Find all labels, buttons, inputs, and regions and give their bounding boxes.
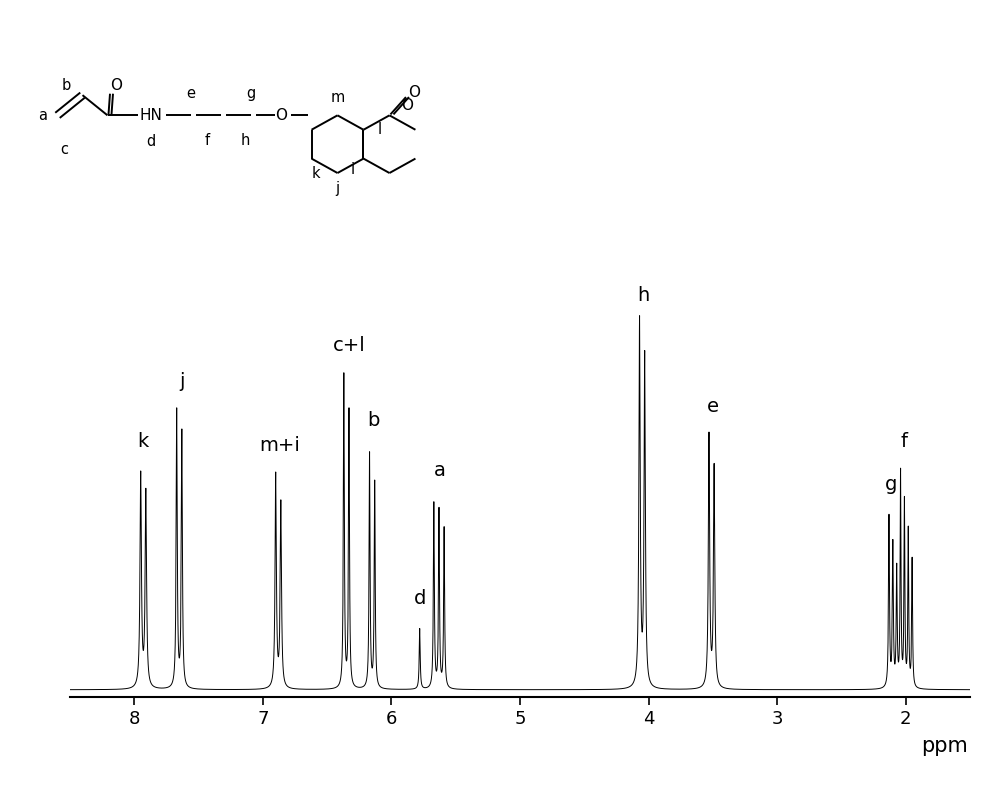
Text: c+l: c+l	[333, 336, 365, 355]
Text: h: h	[240, 133, 250, 148]
Text: O: O	[401, 99, 413, 113]
Text: e: e	[187, 87, 196, 101]
Text: a: a	[434, 461, 446, 480]
Text: i: i	[350, 162, 355, 177]
Text: f: f	[900, 433, 907, 451]
Text: g: g	[885, 475, 897, 494]
Text: m: m	[330, 90, 345, 105]
Text: b: b	[367, 411, 380, 430]
Text: O: O	[110, 78, 122, 93]
Text: O: O	[275, 108, 287, 123]
Text: k: k	[138, 433, 149, 451]
Text: b: b	[61, 78, 71, 93]
Text: d: d	[146, 135, 156, 149]
Text: c: c	[60, 143, 68, 158]
Text: j: j	[179, 372, 185, 391]
Text: j: j	[335, 181, 340, 196]
Text: f: f	[205, 133, 210, 148]
Text: m+i: m+i	[259, 436, 300, 455]
Text: e: e	[707, 396, 719, 416]
Text: h: h	[637, 286, 650, 305]
Text: ppm: ppm	[921, 736, 967, 756]
Text: a: a	[38, 108, 47, 123]
Text: g: g	[246, 87, 256, 101]
Text: l: l	[377, 123, 382, 137]
Text: HN: HN	[140, 108, 162, 123]
Text: d: d	[414, 589, 427, 608]
Text: O: O	[408, 85, 420, 100]
Text: k: k	[311, 167, 320, 182]
